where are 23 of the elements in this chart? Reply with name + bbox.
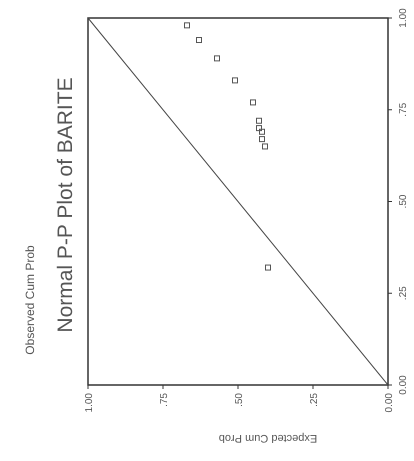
x-tick-label: .25 <box>309 392 320 407</box>
point <box>196 37 202 44</box>
y-tick-label: .50 <box>398 194 409 208</box>
point <box>262 143 268 150</box>
x-tick-label: .50 <box>234 392 245 407</box>
point <box>250 99 256 106</box>
y-tick-label: .75 <box>398 102 409 117</box>
x-axis-title: Expected Cum Prob <box>218 432 318 444</box>
y-tick-label: .25 <box>398 286 409 300</box>
x-tick-label: 1.00 <box>84 392 95 412</box>
point <box>259 128 265 135</box>
point <box>256 125 262 132</box>
x-tick-label: .75 <box>159 392 170 407</box>
point <box>256 118 262 124</box>
point <box>214 55 220 62</box>
y-axis-title: Observed Cum Prob <box>23 244 37 355</box>
y-tick-label: 1.00 <box>398 8 409 28</box>
point <box>232 77 238 84</box>
point <box>265 264 271 271</box>
point <box>184 22 190 28</box>
text: Normal P-P Plot of BARITE <box>54 77 77 333</box>
x-tick-label: 0.00 <box>384 392 395 412</box>
point <box>259 136 265 142</box>
